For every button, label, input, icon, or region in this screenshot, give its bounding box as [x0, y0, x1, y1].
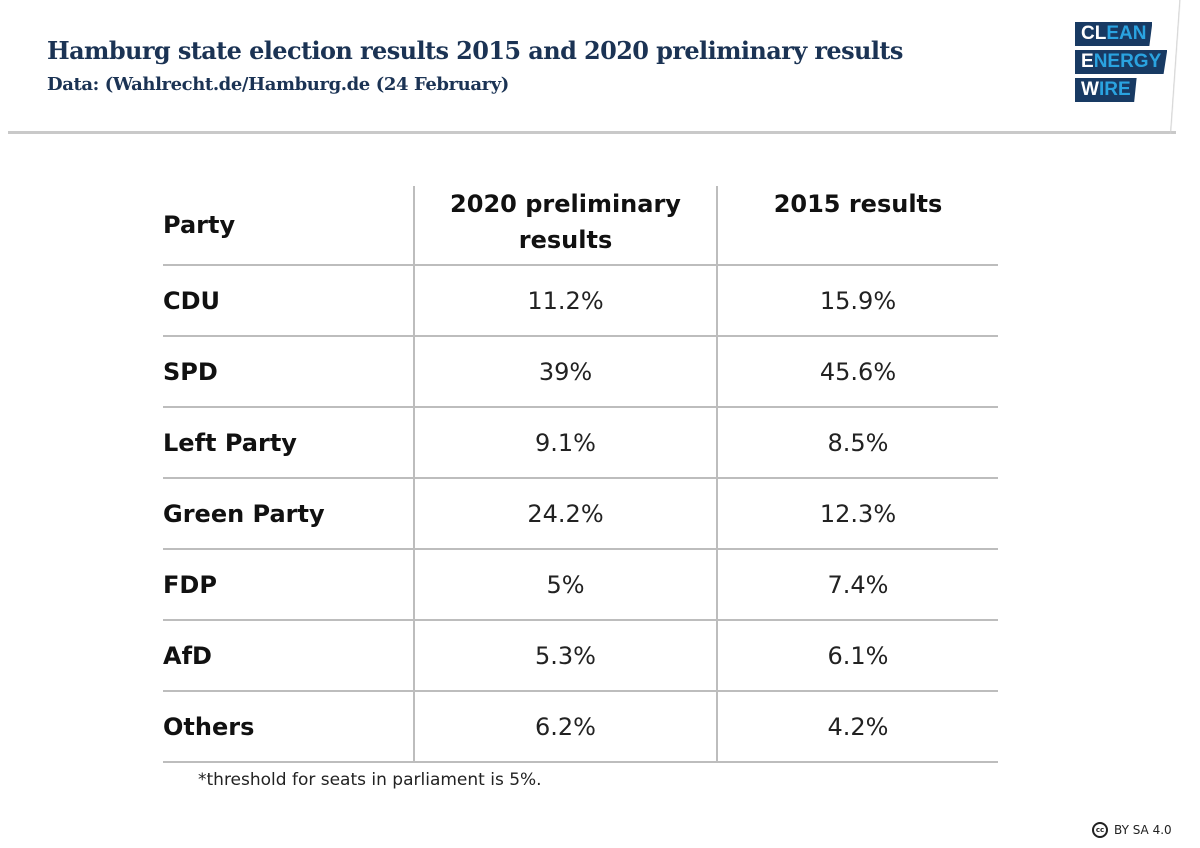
- party-cell: FDP: [163, 549, 414, 621]
- column-header-2020-line2: results: [518, 226, 613, 254]
- logo-text-white: E: [1081, 51, 1094, 72]
- logo-line: ENERGY: [1075, 50, 1168, 74]
- party-cell: Left Party: [163, 407, 414, 479]
- party-cell: SPD: [163, 336, 414, 408]
- value-2015-cell: 15.9%: [716, 265, 998, 337]
- logo-text-blue: NERGY: [1093, 51, 1162, 72]
- table-row: Others 6.2% 4.2%: [163, 691, 998, 763]
- value-2015-cell: 45.6%: [716, 336, 998, 408]
- logo-line: WIRE: [1075, 78, 1137, 102]
- page-title: Hamburg state election results 2015 and …: [47, 36, 903, 65]
- header: [0, 0, 1185, 133]
- table-row: FDP 5% 7.4%: [163, 549, 998, 621]
- logo-text-blue: EAN: [1106, 23, 1147, 44]
- value-2015-cell: 4.2%: [716, 691, 998, 763]
- license-badge: cc BY SA 4.0: [1092, 822, 1172, 838]
- value-2015-cell: 12.3%: [716, 478, 998, 550]
- value-2020-cell: 6.2%: [413, 691, 717, 763]
- column-header-party: Party: [163, 186, 414, 266]
- party-cell: Green Party: [163, 478, 414, 550]
- clean-energy-wire-logo: CLEAN ENERGY WIRE: [1075, 22, 1168, 106]
- party-cell: CDU: [163, 265, 414, 337]
- value-2020-cell: 24.2%: [413, 478, 717, 550]
- column-header-2015: 2015 results: [716, 186, 998, 266]
- column-header-2020: 2020 preliminary results: [413, 186, 717, 266]
- footnote: *threshold for seats in parliament is 5%…: [198, 770, 542, 790]
- table-row: Left Party 9.1% 8.5%: [163, 407, 998, 479]
- header-divider: [8, 131, 1176, 134]
- cc-icon: cc: [1092, 822, 1108, 838]
- logo-text-white: W: [1081, 79, 1099, 100]
- value-2015-cell: 8.5%: [716, 407, 998, 479]
- party-cell: Others: [163, 691, 414, 763]
- value-2020-cell: 5%: [413, 549, 717, 621]
- value-2015-cell: 7.4%: [716, 549, 998, 621]
- table-row: Green Party 24.2% 12.3%: [163, 478, 998, 550]
- results-table: Party 2020 preliminary results 2015 resu…: [163, 186, 998, 763]
- value-2020-cell: 11.2%: [413, 265, 717, 337]
- page-subtitle: Data: (Wahlrecht.de/Hamburg.de (24 Febru…: [47, 74, 509, 95]
- value-2020-cell: 9.1%: [413, 407, 717, 479]
- logo-text-blue: IRE: [1098, 79, 1131, 100]
- logo-line: CLEAN: [1075, 22, 1153, 46]
- license-text: BY SA 4.0: [1114, 823, 1172, 837]
- table-header-row: Party 2020 preliminary results 2015 resu…: [163, 186, 998, 266]
- column-header-2020-line1: 2020 preliminary: [450, 190, 681, 218]
- table-row: AfD 5.3% 6.1%: [163, 620, 998, 692]
- value-2015-cell: 6.1%: [716, 620, 998, 692]
- table-row: CDU 11.2% 15.9%: [163, 265, 998, 337]
- table-row: SPD 39% 45.6%: [163, 336, 998, 408]
- party-cell: AfD: [163, 620, 414, 692]
- logo-text-white: CL: [1081, 23, 1107, 44]
- value-2020-cell: 39%: [413, 336, 717, 408]
- value-2020-cell: 5.3%: [413, 620, 717, 692]
